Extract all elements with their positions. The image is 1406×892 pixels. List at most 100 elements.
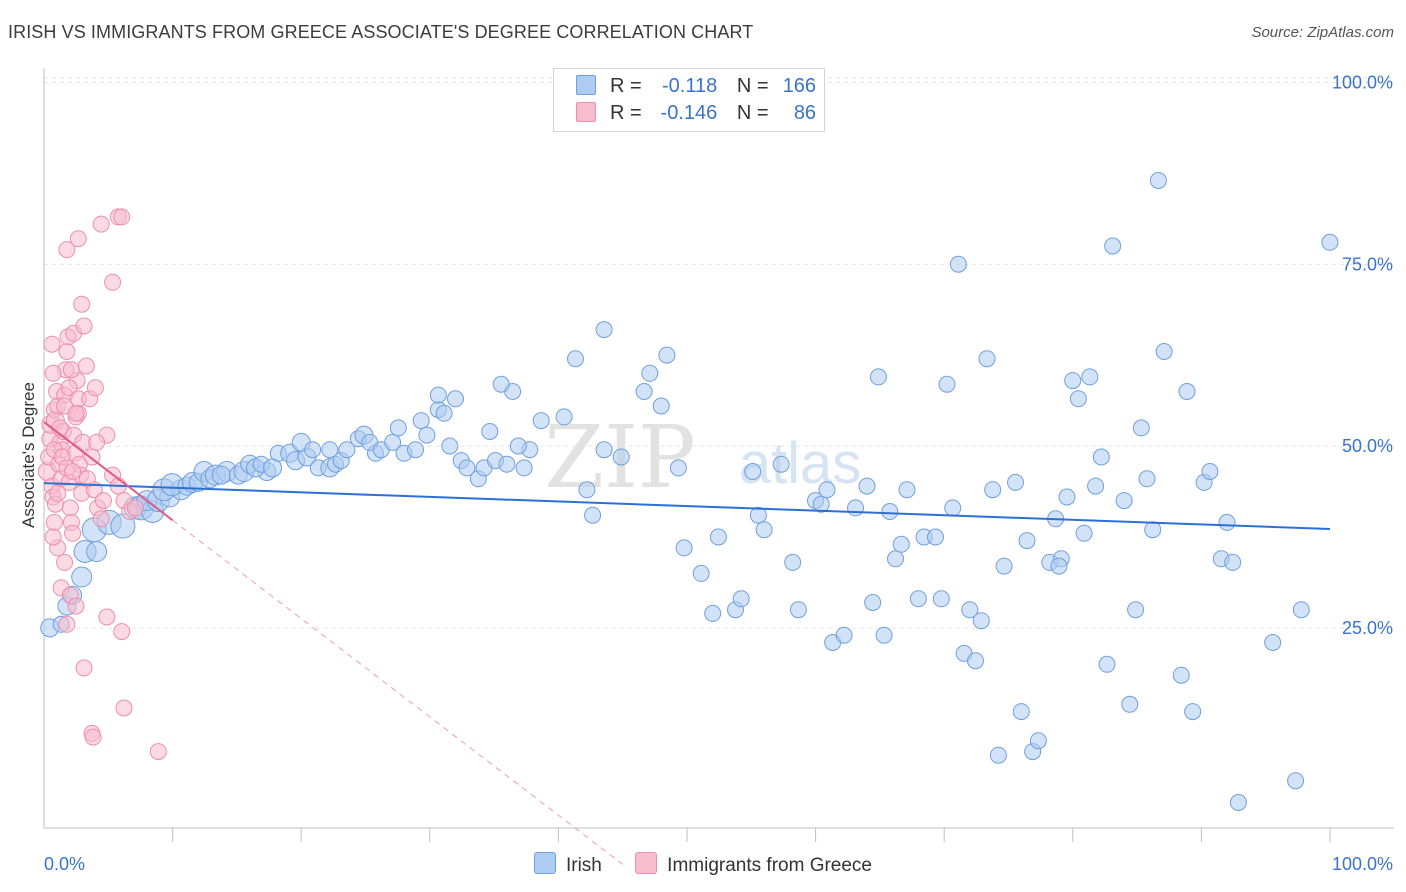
greece-point xyxy=(75,659,93,677)
legend-r-value-greece: -0.146 xyxy=(660,102,718,124)
irish-point xyxy=(441,437,459,455)
greece-point xyxy=(67,597,85,615)
irish-point xyxy=(749,506,767,524)
irish-point xyxy=(1018,532,1036,550)
irish-point xyxy=(1064,372,1082,390)
irish-point xyxy=(321,441,339,459)
irish-point xyxy=(447,390,464,408)
irish-point xyxy=(1104,237,1122,255)
greece-trend-line xyxy=(43,421,174,522)
irish-point xyxy=(435,404,453,422)
legend-swatch-greece xyxy=(635,852,658,874)
irish-point xyxy=(789,601,807,619)
irish-point xyxy=(944,499,962,517)
irish-point xyxy=(938,375,956,393)
data-points xyxy=(37,172,1339,811)
irish-point xyxy=(818,481,836,499)
irish-point xyxy=(1098,655,1116,673)
irish-point xyxy=(635,383,653,400)
irish-point xyxy=(847,499,864,517)
greece-point xyxy=(149,743,167,761)
irish-point xyxy=(909,590,927,608)
irish-point xyxy=(887,550,904,568)
greece-point xyxy=(92,215,110,233)
irish-point xyxy=(732,590,750,608)
irish-point xyxy=(984,481,1002,499)
irish-point xyxy=(709,528,727,546)
irish-point xyxy=(338,441,356,459)
irish-point xyxy=(384,433,402,451)
legend-label-irish: Irish xyxy=(565,855,602,876)
greece-point xyxy=(113,208,131,226)
greece-point xyxy=(64,524,82,542)
greece-point xyxy=(113,623,131,641)
irish-point xyxy=(1132,419,1150,437)
irish-point xyxy=(1224,553,1242,571)
greece-point xyxy=(62,361,80,379)
greece-point xyxy=(56,553,74,571)
greece-point xyxy=(84,728,102,746)
irish-point xyxy=(881,503,899,520)
legend-swatch-irish xyxy=(576,75,596,95)
greece-point xyxy=(104,273,122,291)
irish-point xyxy=(1292,601,1310,619)
greece-point xyxy=(69,230,87,248)
greece-point xyxy=(44,528,62,546)
irish-point xyxy=(858,477,876,495)
legend-n-label: N = xyxy=(736,102,769,124)
irish-point xyxy=(567,350,584,368)
irish-point xyxy=(1029,732,1047,750)
irish-point xyxy=(1050,557,1068,575)
irish-point xyxy=(892,535,910,553)
legend-r-label: R = xyxy=(610,102,642,124)
legend-item-greece[interactable]: Immigrants from Greece xyxy=(635,852,872,877)
irish-point xyxy=(967,652,984,670)
irish-point xyxy=(1075,524,1093,542)
irish-point xyxy=(1081,368,1099,386)
irish-point xyxy=(595,321,613,339)
trend-lines xyxy=(43,421,1331,865)
irish-point xyxy=(1087,477,1105,495)
irish-point xyxy=(704,604,722,622)
greece-trend-extension xyxy=(172,519,624,865)
irish-point xyxy=(1058,488,1076,506)
irish-point xyxy=(86,541,108,562)
irish-point xyxy=(1178,383,1196,400)
greece-point xyxy=(126,499,144,517)
irish-point xyxy=(1149,172,1167,189)
irish-point xyxy=(407,441,424,459)
greece-point xyxy=(77,357,95,375)
irish-point xyxy=(584,506,602,524)
irish-point xyxy=(1144,521,1162,539)
irish-point xyxy=(772,455,790,473)
irish-point xyxy=(1229,794,1247,811)
irish-point xyxy=(669,459,687,477)
irish-point xyxy=(875,626,893,644)
greece-point xyxy=(64,463,82,480)
irish-point xyxy=(961,601,979,619)
irish-point xyxy=(389,419,407,437)
irish-point xyxy=(532,412,550,430)
correlation-legend: R = -0.118 N = 166 R = -0.146 N = 86 xyxy=(553,68,825,132)
irish-point xyxy=(304,441,322,459)
legend-r-label: R = xyxy=(610,75,642,97)
irish-point xyxy=(555,408,573,426)
irish-point xyxy=(1155,343,1173,360)
source-note: Source: ZipAtlas.com xyxy=(1251,24,1394,41)
greece-point xyxy=(44,364,62,382)
legend-row-irish: R = -0.118 N = 166 xyxy=(576,75,816,99)
greece-point xyxy=(67,404,85,422)
irish-point xyxy=(412,412,430,430)
irish-point xyxy=(949,255,967,273)
greece-point xyxy=(86,379,104,397)
legend-item-irish[interactable]: Irish xyxy=(533,852,602,877)
irish-point xyxy=(612,448,630,466)
greece-point xyxy=(49,484,67,502)
irish-point xyxy=(864,594,882,611)
irish-point xyxy=(1218,513,1236,531)
irish-point xyxy=(1007,473,1024,491)
greece-point xyxy=(78,470,96,488)
grid-lines xyxy=(44,77,1394,629)
greece-point xyxy=(58,241,76,259)
watermark-atlas: atlas xyxy=(739,431,862,496)
